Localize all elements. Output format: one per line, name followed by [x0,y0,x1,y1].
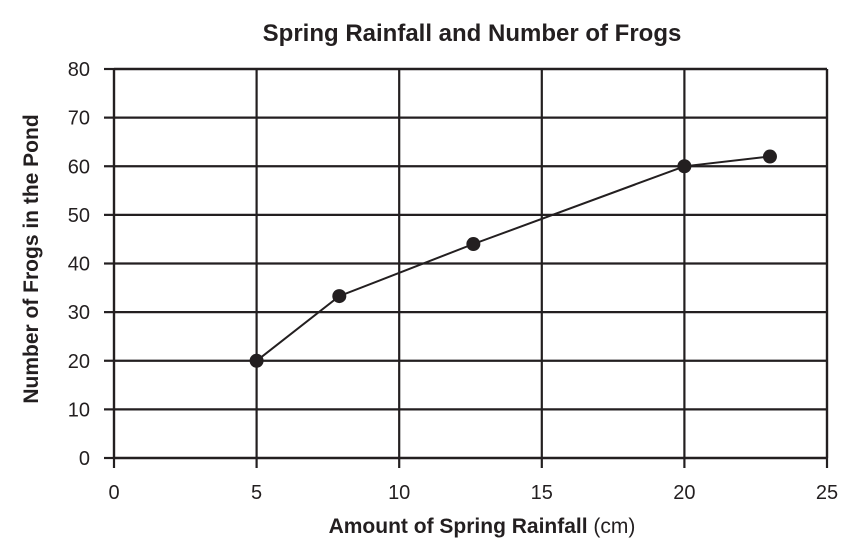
y-tick-label: 40 [68,254,90,276]
x-axis-label: Amount of Spring Rainfall (cm) [329,515,636,538]
x-tick-label: 15 [531,482,553,504]
data-point [332,289,347,304]
series-line [255,155,771,362]
tick-labels: 0 10 20 30 40 50 60 70 80 0 5 10 15 20 25 [68,59,838,504]
data-point [677,159,692,174]
x-tick-label: 25 [816,482,838,504]
data-point [762,149,777,164]
series-group [249,149,777,368]
y-tick-label: 30 [68,302,90,324]
grid [104,67,829,468]
y-tick-label: 50 [68,205,90,227]
y-tick-label: 10 [68,399,90,421]
y-tick-label: 70 [68,108,90,130]
x-axis-label-text: Amount of Spring Rainfall [329,515,588,538]
y-tick-label: 0 [79,448,90,470]
x-tick-label: 10 [388,482,410,504]
x-axis-unit: (cm) [593,515,635,538]
y-axis-label: Number of Frogs in the Pond [20,114,43,403]
y-tick-label: 60 [68,156,90,178]
data-point [466,237,481,252]
chart-title: Spring Rainfall and Number of Frogs [263,20,682,47]
x-tick-label: 5 [251,482,262,504]
x-tick-label: 0 [108,482,119,504]
y-tick-label: 20 [68,351,90,373]
data-point [249,353,264,368]
y-tick-label: 80 [68,59,90,81]
x-tick-label: 20 [673,482,695,504]
